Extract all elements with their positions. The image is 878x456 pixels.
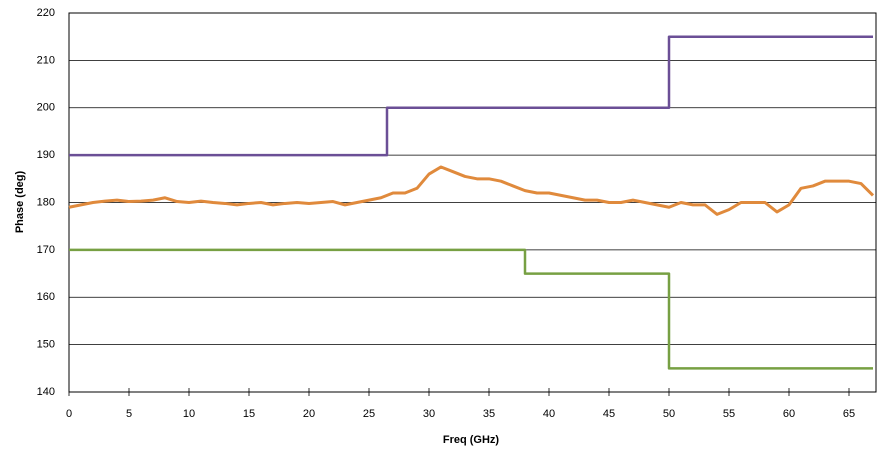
- x-tick-label: 40: [543, 408, 555, 420]
- y-tick-label: 190: [37, 149, 55, 161]
- y-tick-label: 220: [37, 7, 55, 19]
- x-tick-label: 15: [243, 408, 255, 420]
- series-line: [68, 165, 875, 216]
- x-axis-title: Freq (GHz): [443, 434, 500, 446]
- x-tick-label: 0: [66, 408, 72, 420]
- y-tick-label: 200: [37, 102, 55, 114]
- series-line: [69, 35, 873, 157]
- plot-border: [68, 12, 877, 393]
- y-tick-label: 170: [37, 244, 55, 256]
- x-tick-label: 20: [303, 408, 315, 420]
- y-tick-label: 150: [37, 339, 55, 351]
- series-line: [69, 248, 873, 370]
- x-tick-label: 30: [423, 408, 435, 420]
- x-tick-label: 55: [723, 408, 735, 420]
- x-tick-label: 10: [183, 408, 195, 420]
- y-tick-label: 140: [37, 386, 55, 398]
- x-tick-label: 50: [663, 408, 675, 420]
- x-tick-label: 5: [126, 408, 132, 420]
- x-tick-label: 45: [603, 408, 615, 420]
- y-tick-label: 180: [37, 196, 55, 208]
- y-tick-label: 210: [37, 54, 55, 66]
- x-tick-label: 35: [483, 408, 495, 420]
- y-axis-title: Phase (deg): [14, 170, 26, 233]
- x-tick-label: 65: [843, 408, 855, 420]
- x-tick-label: 25: [363, 408, 375, 420]
- y-tick-label: 160: [37, 291, 55, 303]
- x-tick-label: 60: [783, 408, 795, 420]
